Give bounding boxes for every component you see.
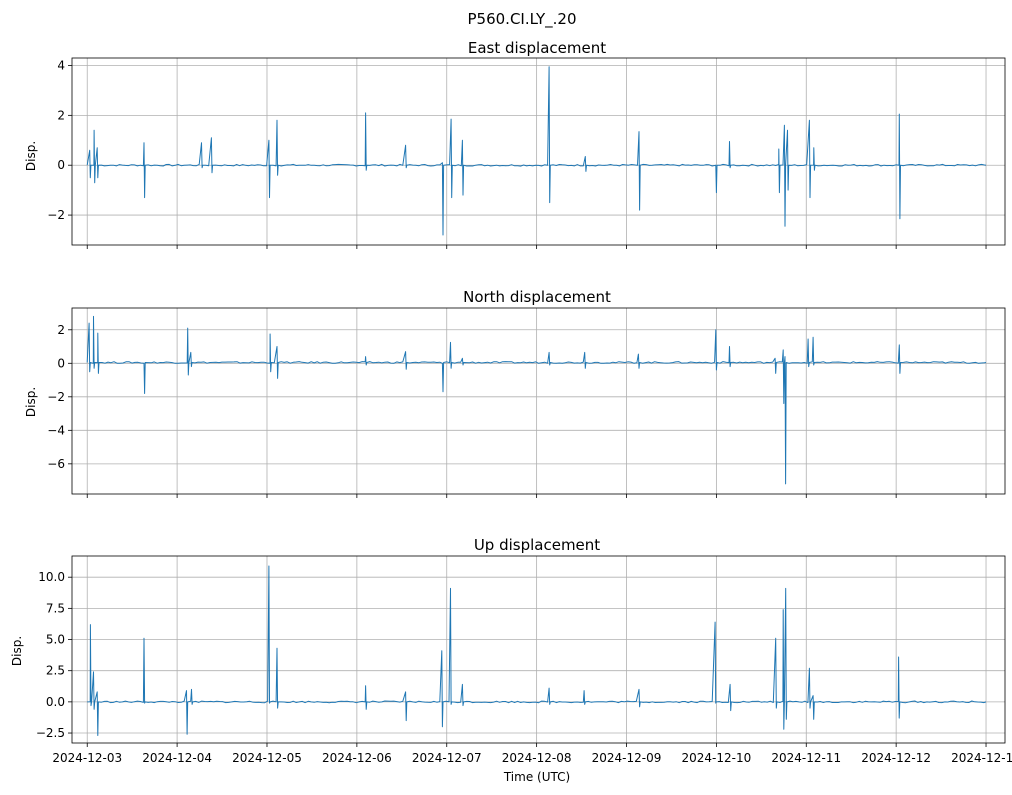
up-ytick-label-0: −2.5 [36, 726, 65, 740]
x-tick-label-9: 2024-12-12 [861, 751, 931, 765]
x-tick-label-4: 2024-12-07 [412, 751, 482, 765]
north-displacement-panel: North displacement Disp. −6 −4 −2 0 2 [24, 288, 1006, 498]
north-ylabel: Disp. [24, 387, 38, 417]
up-ylabel: Disp. [10, 636, 24, 666]
up-ytick-label-1: 0.0 [46, 695, 65, 709]
north-series-line [86, 315, 987, 485]
north-ytick-label-3: 0 [57, 356, 65, 370]
up-displacement-panel: Up displacement Disp. −2.5 0.0 2.5 5.0 7.5 10… [10, 536, 1012, 765]
north-ytick-label-1: −4 [47, 423, 65, 437]
up-axes-frame [71, 555, 1006, 744]
x-tick-label-0: 2024-12-03 [52, 751, 122, 765]
x-tick-label-2: 2024-12-05 [232, 751, 302, 765]
north-ytick-label-0: −6 [47, 457, 65, 471]
east-series-line [86, 66, 987, 236]
up-panel-title: Up displacement [474, 536, 600, 554]
up-ytick-label-4: 7.5 [46, 601, 65, 615]
east-ytick-label-3: 4 [57, 58, 65, 72]
x-tick-label-5: 2024-12-08 [502, 751, 572, 765]
east-ytick-label-0: −2 [47, 208, 65, 222]
up-series-line [87, 565, 987, 736]
east-displacement-panel: East displacement Disp. −2 0 2 4 [24, 39, 1006, 249]
north-panel-title: North displacement [463, 288, 611, 306]
x-tick-label-7: 2024-12-10 [682, 751, 752, 765]
up-ytick-label-3: 5.0 [46, 633, 65, 647]
x-tick-label-3: 2024-12-06 [322, 751, 392, 765]
up-ytick-label-5: 10.0 [38, 570, 65, 584]
figure-title: P560.CI.LY_.20 [468, 10, 577, 29]
x-tick-label-1: 2024-12-04 [142, 751, 212, 765]
x-tick-label-8: 2024-12-11 [771, 751, 841, 765]
x-tick-label-6: 2024-12-09 [592, 751, 662, 765]
north-ytick-label-2: −2 [47, 390, 65, 404]
north-axes-frame [71, 307, 1006, 495]
x-axis-label: Time (UTC) [503, 770, 570, 784]
east-ytick-label-1: 0 [57, 158, 65, 172]
east-ylabel: Disp. [24, 141, 38, 171]
east-panel-title: East displacement [468, 39, 606, 57]
east-ytick-label-2: 2 [57, 108, 65, 122]
north-ytick-label-4: 2 [57, 323, 65, 337]
up-ytick-label-2: 2.5 [46, 664, 65, 678]
x-tick-label-10: 2024-12-13 [951, 751, 1012, 765]
east-axes-frame [71, 57, 1006, 246]
